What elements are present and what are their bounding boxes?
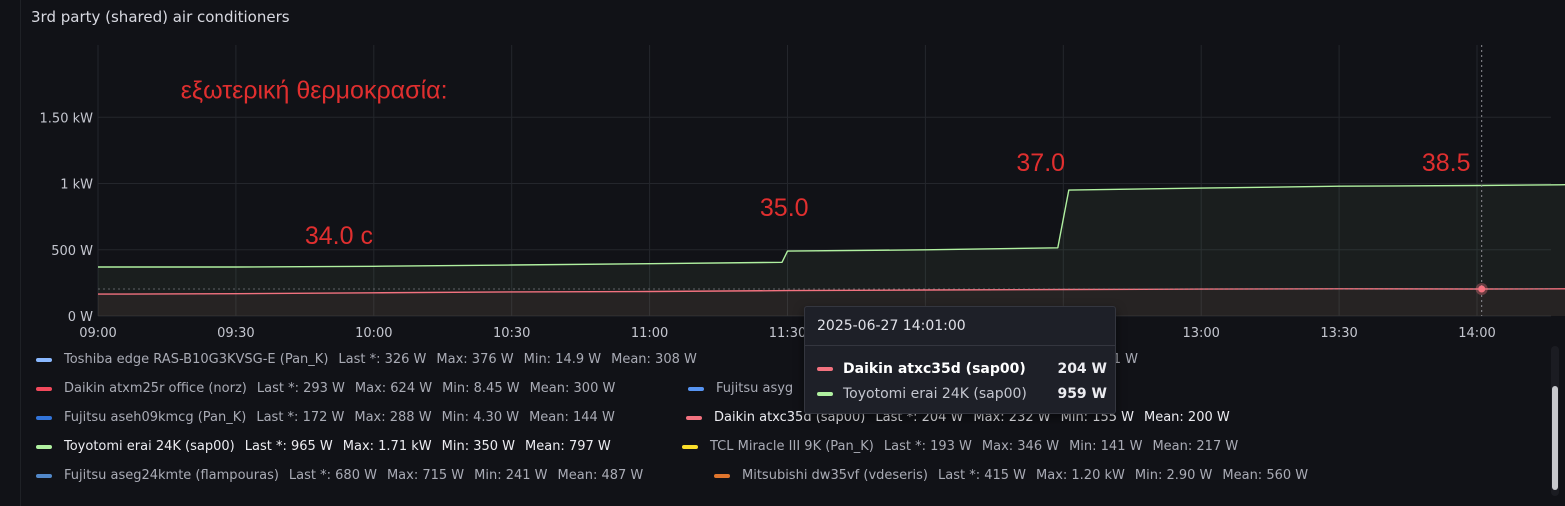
tooltip-series-name: Daikin atxc35d (sap00) bbox=[843, 361, 1026, 377]
legend-stat: Mean: 560 W bbox=[1222, 468, 1309, 483]
hover-tooltip: 2025-06-27 14:01:00 Daikin atxc35d (sap0… bbox=[804, 306, 1116, 414]
legend-stat: Last *: 326 W bbox=[338, 352, 427, 367]
panel-title[interactable]: 3rd party (shared) air conditioners bbox=[31, 8, 290, 26]
legend-color-swatch bbox=[682, 444, 698, 449]
tooltip-timestamp: 2025-06-27 14:01:00 bbox=[817, 318, 966, 334]
legend-series-name[interactable]: TCL Miracle III 9K (Pan_K) bbox=[710, 439, 874, 454]
legend-series-name[interactable]: Fujitsu aseg24kmte (flampouras) bbox=[64, 468, 279, 483]
legend-series-name[interactable]: Toshiba edge RAS-B10G3KVSG-E (Pan_K) bbox=[64, 352, 329, 367]
legend-stat: Max: 1.20 kW bbox=[1036, 468, 1125, 483]
legend-item[interactable]: Fujitsu aseh09kmcg (Pan_K) Last *: 172 W M… bbox=[36, 410, 625, 425]
legend-stat: Min: 141 W bbox=[1069, 439, 1143, 454]
x-tick-label: 10:30 bbox=[493, 326, 530, 341]
legend: Toshiba edge RAS-B10G3KVSG-E (Pan_K) Last… bbox=[36, 352, 1541, 502]
temperature-annotation: 35.0 bbox=[760, 194, 809, 222]
legend-item[interactable]: Toyotomi erai 24K (sap00) Last *: 965 W Ma… bbox=[36, 439, 621, 454]
series-line-0[interactable] bbox=[98, 91, 1565, 268]
legend-stat: Last *: 172 W bbox=[256, 410, 345, 425]
panel-divider bbox=[20, 0, 21, 506]
hover-point bbox=[1478, 285, 1486, 293]
x-tick-label: 11:30 bbox=[769, 326, 806, 341]
legend-stat: Mean: 144 W bbox=[529, 410, 615, 425]
legend-stat: Mean: 200 W bbox=[1144, 410, 1230, 425]
legend-stat: Mean: 308 W bbox=[611, 352, 697, 367]
legend-color-swatch bbox=[36, 473, 52, 478]
legend-scrollbar[interactable] bbox=[1551, 346, 1559, 496]
x-tick-label: 11:00 bbox=[631, 326, 668, 341]
legend-row: Fujitsu aseh09kmcg (Pan_K) Last *: 172 W M… bbox=[36, 410, 1536, 430]
tooltip-divider bbox=[805, 345, 1115, 346]
legend-stat: Min: 350 W bbox=[441, 439, 516, 454]
series-line-1[interactable] bbox=[97, 288, 1565, 295]
legend-item[interactable]: Fujitsu aseg24kmte (flampouras) Last *: 6… bbox=[36, 468, 653, 483]
x-tick-label: 10:00 bbox=[355, 326, 392, 341]
legend-stat: Min: 14.9 W bbox=[523, 352, 602, 367]
legend-stat: Max: 288 W bbox=[354, 410, 432, 425]
legend-item[interactable]: Mitsubishi dw35vf (vdeseris) Last *: 415 … bbox=[714, 468, 1318, 483]
legend-series-name[interactable]: Daikin atxm25r office (norz) bbox=[64, 381, 247, 396]
temperature-annotation: 38.5 bbox=[1422, 149, 1471, 177]
x-tick-label: 14:00 bbox=[1458, 326, 1495, 341]
legend-item[interactable]: Daikin atxm25r office (norz) Last *: 293 … bbox=[36, 381, 625, 396]
y-tick-label: 500 W bbox=[51, 244, 93, 259]
tooltip-series-name: Toyotomi erai 24K (sap00) bbox=[843, 386, 1027, 402]
legend-stat: Max: 1.71 kW bbox=[342, 439, 432, 454]
series-area-0 bbox=[98, 184, 1565, 316]
y-tick-label: 1.50 kW bbox=[40, 111, 94, 126]
legend-stat: Last *: 680 W bbox=[288, 468, 377, 483]
legend-row: Toyotomi erai 24K (sap00) Last *: 965 W Ma… bbox=[36, 439, 1536, 459]
legend-series-name[interactable]: Fujitsu asyg bbox=[716, 381, 794, 396]
legend-stat: Mean: 487 W bbox=[557, 468, 644, 483]
legend-stat: Max: 715 W bbox=[386, 468, 465, 483]
temperature-annotation: 37.0 bbox=[1016, 149, 1065, 177]
legend-row: Fujitsu aseg24kmte (flampouras) Last *: 6… bbox=[36, 468, 1536, 488]
tooltip-row: Toyotomi erai 24K (sap00) 959 W bbox=[817, 384, 1107, 404]
legend-series-name[interactable]: Fujitsu aseh09kmcg (Pan_K) bbox=[64, 410, 247, 425]
legend-stat: Max: 624 W bbox=[354, 381, 433, 396]
legend-stat: Last *: 193 W bbox=[883, 439, 972, 454]
legend-stat: Mean: 797 W bbox=[525, 439, 611, 454]
legend-color-swatch bbox=[688, 386, 704, 391]
tooltip-row: Daikin atxc35d (sap00) 204 W bbox=[817, 359, 1107, 379]
legend-item[interactable]: Toshiba edge RAS-B10G3KVSG-E (Pan_K) Last… bbox=[36, 352, 707, 367]
legend-item[interactable]: TCL Miracle III 9K (Pan_K) Last *: 193 W M… bbox=[682, 439, 1248, 454]
y-tick-label: 0 W bbox=[68, 310, 93, 325]
series-area-1 bbox=[98, 288, 1565, 316]
legend-stat: Min: 241 W bbox=[474, 468, 548, 483]
legend-color-swatch bbox=[714, 473, 730, 478]
temperature-annotation: εξωτερική θερμοκρασία: bbox=[181, 77, 448, 105]
x-tick-label: 09:30 bbox=[217, 326, 254, 341]
legend-series-name[interactable]: Mitsubishi dw35vf (vdeseris) bbox=[742, 468, 928, 483]
legend-color-swatch bbox=[36, 386, 52, 391]
legend-stat: Last *: 293 W bbox=[256, 381, 345, 396]
legend-series-name[interactable]: Toyotomi erai 24K (sap00) bbox=[64, 439, 235, 454]
legend-stat: Min: 2.90 W bbox=[1134, 468, 1213, 483]
legend-color-swatch bbox=[36, 357, 52, 362]
legend-stat: Max: 346 W bbox=[981, 439, 1060, 454]
legend-stat: Last *: 965 W bbox=[244, 439, 333, 454]
tooltip-series-value: 204 W bbox=[1057, 361, 1107, 377]
legend-stat: Last *: 415 W bbox=[937, 468, 1027, 483]
tooltip-color-swatch bbox=[817, 392, 833, 396]
x-tick-label: 13:00 bbox=[1182, 326, 1219, 341]
power-chart[interactable]: 0 W 500 W 1 kW 1.50 kW 09:00 09:30 10:00 10:30… bbox=[0, 0, 1565, 350]
legend-stat: Min: 4.30 W bbox=[441, 410, 520, 425]
legend-color-swatch bbox=[686, 415, 702, 420]
legend-row: Daikin atxm25r office (norz) Last *: 293 … bbox=[36, 381, 1536, 401]
legend-color-swatch bbox=[36, 444, 52, 449]
legend-color-swatch bbox=[36, 415, 52, 420]
y-tick-label: 1 kW bbox=[60, 178, 93, 193]
legend-stat: Max: 376 W bbox=[436, 352, 514, 367]
x-tick-label: 13:30 bbox=[1320, 326, 1357, 341]
legend-stat: Min: 8.45 W bbox=[442, 381, 520, 396]
tooltip-series-value: 959 W bbox=[1057, 386, 1107, 402]
x-tick-label: 09:00 bbox=[79, 326, 116, 341]
temperature-annotation: 34.0 c bbox=[305, 222, 373, 250]
legend-row: Toshiba edge RAS-B10G3KVSG-E (Pan_K) Last… bbox=[36, 352, 1536, 372]
legend-stat: Mean: 217 W bbox=[1152, 439, 1239, 454]
legend-stat: Mean: 300 W bbox=[529, 381, 616, 396]
tooltip-color-swatch bbox=[817, 367, 833, 371]
legend-scrollbar-thumb[interactable] bbox=[1552, 386, 1558, 490]
